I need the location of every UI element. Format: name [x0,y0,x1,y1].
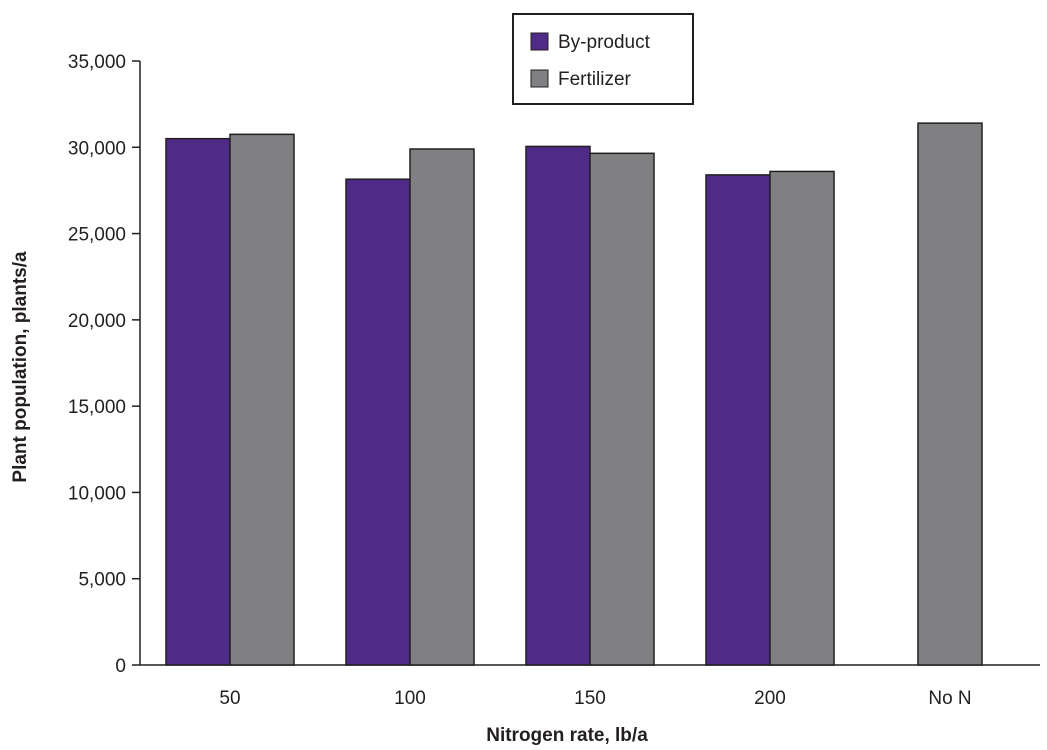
x-tick-label: 50 [219,688,240,709]
legend-swatch-fertilizer [530,69,549,88]
bar-fertilizer [917,122,983,666]
y-tick-label: 5,000 [78,570,126,591]
bar-by-product [705,174,771,666]
x-tick-label: 200 [754,688,786,709]
legend: By-product Fertilizer [512,13,694,105]
legend-swatch-by-product [530,32,549,51]
y-axis: 0 5,000 10,000 15,000 20,000 25,000 30,000 35,0… [68,52,141,677]
y-tick-label: 30,000 [68,138,126,159]
x-tick-label: 150 [574,688,606,709]
x-tick-label: No N [928,688,971,709]
x-tick-label: 100 [394,688,426,709]
y-tick-label: 0 [115,656,126,677]
legend-label-by-product: By-product [558,32,651,53]
y-tick-label: 25,000 [68,225,126,246]
y-tick-label: 15,000 [68,397,126,418]
y-tick-label: 20,000 [68,311,126,332]
legend-label-fertilizer: Fertilizer [558,69,632,90]
y-axis-title: Plant population, plants/a [10,251,31,483]
y-tick-label: 35,000 [68,52,126,73]
bar-by-product [525,145,591,666]
legend-box [512,13,694,105]
bar-by-product [345,178,411,666]
x-axis-title: Nitrogen rate, lb/a [486,725,648,746]
bar-fertilizer [229,133,295,666]
x-axis: 50 100 150 200 No N [140,664,1040,709]
bar-fertilizer [769,170,835,666]
bars [165,122,983,666]
y-tick-label: 10,000 [68,483,126,504]
bar-fertilizer [589,152,655,666]
bar-fertilizer [409,148,475,666]
bar-by-product [165,137,231,666]
